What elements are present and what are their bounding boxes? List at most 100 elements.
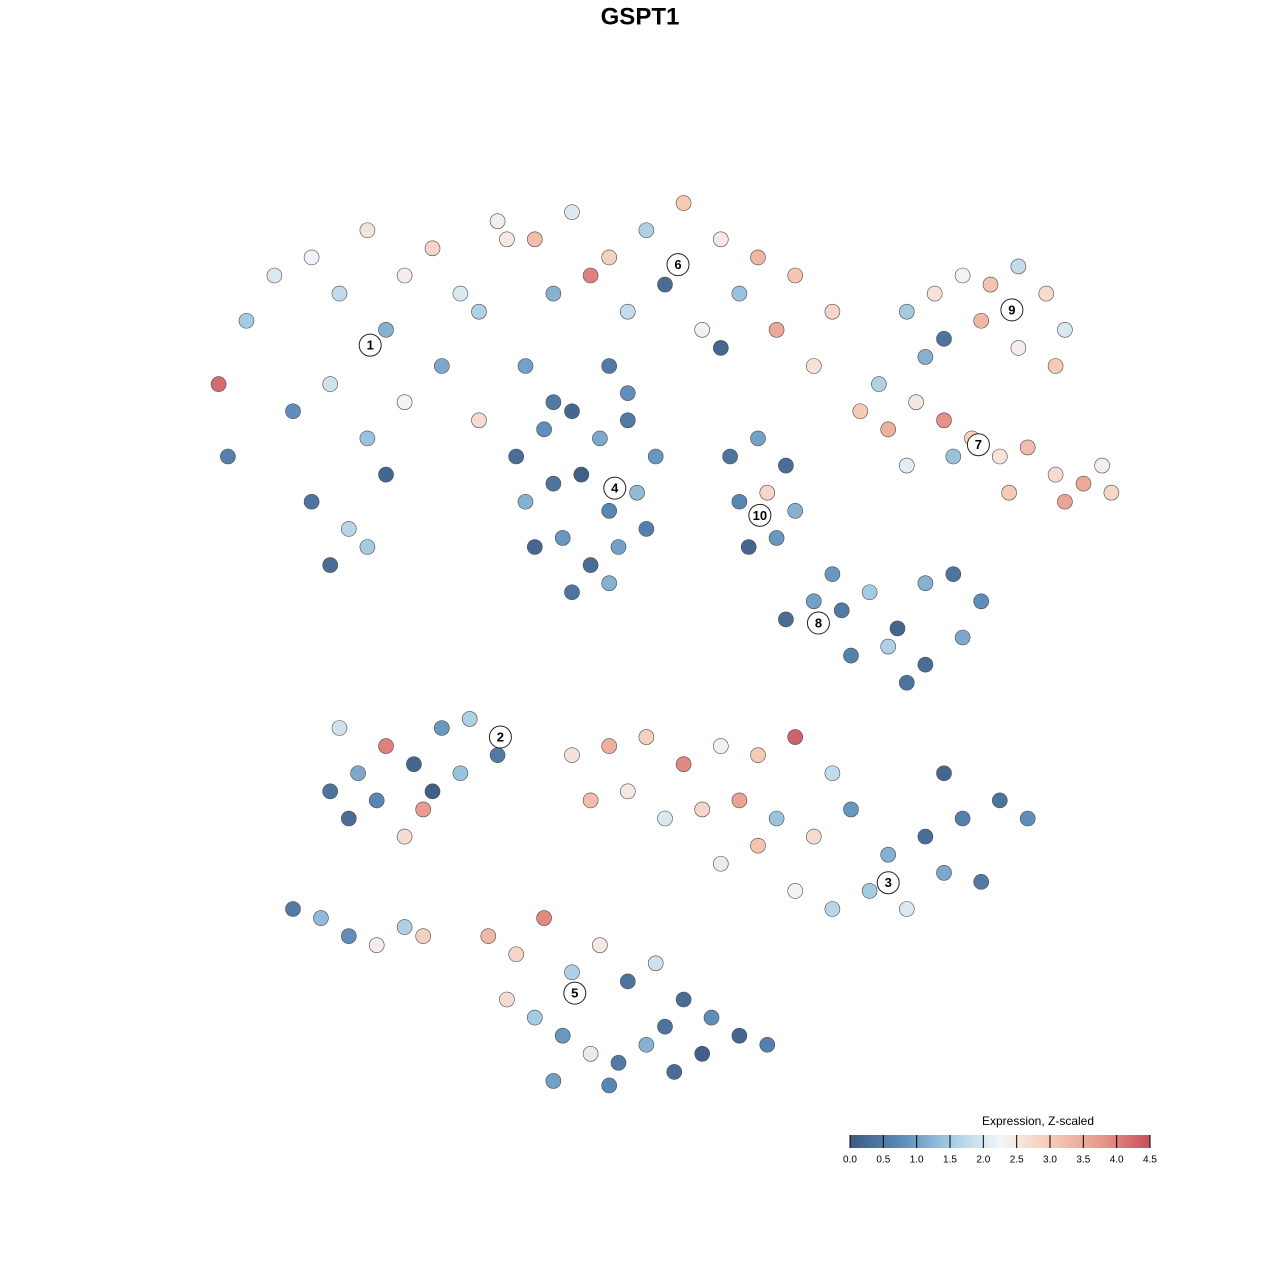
cell-point — [322, 557, 339, 573]
cell-point — [936, 864, 952, 881]
cell-point — [629, 484, 645, 501]
cell-point — [601, 358, 618, 374]
cell-point — [489, 213, 506, 229]
cell-point — [238, 312, 255, 329]
cell-point — [657, 1018, 673, 1035]
cell-point — [415, 928, 432, 944]
cell-point — [880, 846, 897, 863]
cell-point — [619, 783, 636, 800]
cell-point — [619, 412, 636, 429]
cluster-label: 2 — [497, 729, 504, 744]
cell-point — [536, 910, 552, 926]
cell-point — [1057, 493, 1073, 510]
cell-point — [880, 638, 897, 655]
cell-point — [499, 991, 515, 1008]
cell-point — [759, 484, 776, 501]
cell-point — [368, 792, 385, 809]
cell-point — [1075, 475, 1092, 492]
cell-point — [517, 358, 534, 374]
cell-point — [331, 285, 348, 302]
cell-point — [731, 493, 748, 510]
cluster-label-bg — [748, 503, 772, 527]
cell-point — [712, 855, 729, 872]
cluster-label: 9 — [1008, 302, 1015, 317]
cell-point — [647, 955, 664, 972]
cell-point — [778, 457, 794, 474]
cell-point — [880, 421, 897, 438]
cell-point — [452, 765, 469, 782]
cluster-label-bg — [876, 871, 900, 895]
cell-point — [406, 756, 422, 773]
cell-point — [638, 729, 655, 745]
cell-point — [805, 828, 822, 845]
cell-point — [461, 711, 478, 727]
cell-point — [787, 267, 804, 284]
cell-point — [303, 249, 320, 266]
cell-point — [750, 249, 766, 266]
cell-point — [936, 412, 952, 429]
cell-point — [638, 521, 655, 537]
cell-point — [601, 1077, 618, 1094]
cell-point — [396, 267, 413, 284]
cell-point — [917, 349, 934, 365]
cell-point — [433, 720, 450, 736]
cell-point — [787, 502, 804, 519]
cell-point — [824, 303, 841, 320]
cell-point — [954, 810, 971, 827]
cell-point — [889, 620, 906, 637]
cluster-label-bg — [488, 725, 512, 749]
cell-point — [564, 584, 580, 601]
cell-point — [675, 991, 692, 1008]
chart-title: GSPT1 — [601, 3, 680, 30]
cell-point — [545, 394, 562, 411]
cluster-label: 8 — [815, 615, 822, 630]
cell-point — [852, 403, 869, 420]
cell-point — [545, 475, 562, 492]
cell-point — [303, 493, 320, 510]
cell-point — [1047, 358, 1064, 374]
cell-point — [415, 801, 432, 818]
cluster-label-bg — [806, 611, 830, 635]
cell-point — [480, 928, 497, 944]
cell-point — [424, 240, 441, 257]
cell-point — [573, 466, 590, 483]
cell-point — [508, 448, 525, 465]
cell-point — [824, 566, 841, 582]
cell-point — [322, 783, 339, 800]
cell-point — [285, 403, 301, 420]
cell-point — [1019, 439, 1036, 456]
cell-point — [619, 303, 636, 320]
cell-point — [378, 738, 394, 754]
cluster-label-bg — [1000, 298, 1024, 322]
cluster-label-bg — [563, 981, 587, 1005]
colorbar-tick-label: 1.5 — [943, 1155, 957, 1166]
cell-point — [210, 376, 227, 392]
cell-point — [564, 747, 580, 763]
colorbar-tick-label: 4.5 — [1143, 1155, 1157, 1166]
cell-point — [322, 376, 339, 392]
cell-point — [917, 656, 934, 673]
cell-point — [526, 539, 543, 555]
cell-point — [619, 973, 636, 990]
cell-point — [526, 1009, 543, 1026]
cell-point — [694, 801, 711, 818]
cell-point — [601, 738, 618, 754]
cell-point — [954, 629, 971, 646]
cell-point — [666, 1064, 683, 1080]
cell-point — [1094, 457, 1110, 474]
colorbar-tick-label: 2.5 — [1010, 1155, 1024, 1166]
cell-point — [592, 937, 608, 954]
cell-point — [778, 611, 794, 628]
cell-point — [424, 783, 441, 800]
cell-point — [340, 928, 357, 944]
cell-point — [722, 448, 738, 465]
cell-point — [694, 1046, 711, 1062]
colorbar-tick-label: 1.0 — [910, 1155, 924, 1166]
cluster-label: 10 — [753, 508, 767, 523]
cell-point — [833, 602, 850, 619]
cell-point — [731, 1027, 748, 1044]
cell-point — [898, 901, 915, 917]
cell-point — [545, 1073, 562, 1089]
cell-point — [898, 303, 915, 320]
cell-point — [536, 421, 552, 438]
